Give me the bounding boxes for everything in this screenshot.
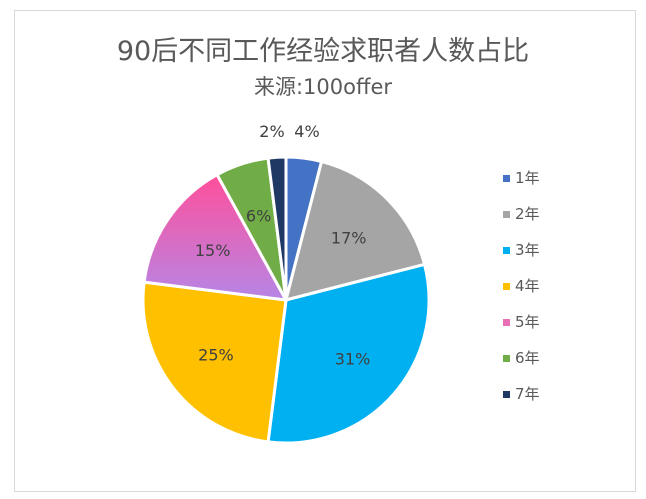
legend-swatch-1 bbox=[503, 175, 510, 182]
legend-swatch-7 bbox=[503, 391, 510, 398]
legend: 1年 2年 3年 4年 5年 6年 7年 bbox=[503, 169, 540, 403]
data-label-1: 4% bbox=[294, 122, 319, 141]
data-label-7: 2% bbox=[259, 122, 284, 141]
legend-label-7: 7年 bbox=[515, 385, 540, 403]
legend-label-2: 2年 bbox=[515, 205, 540, 223]
pie-slices bbox=[141, 155, 431, 445]
pie-slice-5 bbox=[142, 173, 288, 302]
legend-label-6: 6年 bbox=[515, 349, 540, 367]
data-label-6: 6% bbox=[246, 207, 271, 226]
data-label-5: 15% bbox=[195, 241, 231, 260]
pie-slice-4 bbox=[141, 280, 288, 444]
legend-swatch-4 bbox=[503, 283, 510, 290]
legend-swatch-3 bbox=[503, 247, 510, 254]
data-label-3: 31% bbox=[335, 350, 371, 369]
legend-label-3: 3年 bbox=[515, 241, 540, 259]
data-label-2: 17% bbox=[331, 228, 367, 247]
data-labels: 4% 17% 31% 25% 15% 6% 2% bbox=[195, 122, 370, 369]
pie-slice-2 bbox=[284, 159, 427, 302]
legend-label-4: 4年 bbox=[515, 277, 540, 295]
legend-label-1: 1年 bbox=[515, 169, 540, 187]
legend-swatch-5 bbox=[503, 319, 510, 326]
chart-subtitle: 来源:100offer bbox=[254, 75, 392, 99]
data-label-4: 25% bbox=[198, 345, 234, 364]
pie-slice-7 bbox=[266, 155, 288, 302]
chart-title: 90后不同工作经验求职者人数占比 bbox=[117, 36, 529, 67]
legend-label-5: 5年 bbox=[515, 313, 540, 331]
legend-swatch-2 bbox=[503, 211, 510, 218]
pie-slice-3 bbox=[266, 262, 431, 445]
legend-swatch-6 bbox=[503, 355, 510, 362]
